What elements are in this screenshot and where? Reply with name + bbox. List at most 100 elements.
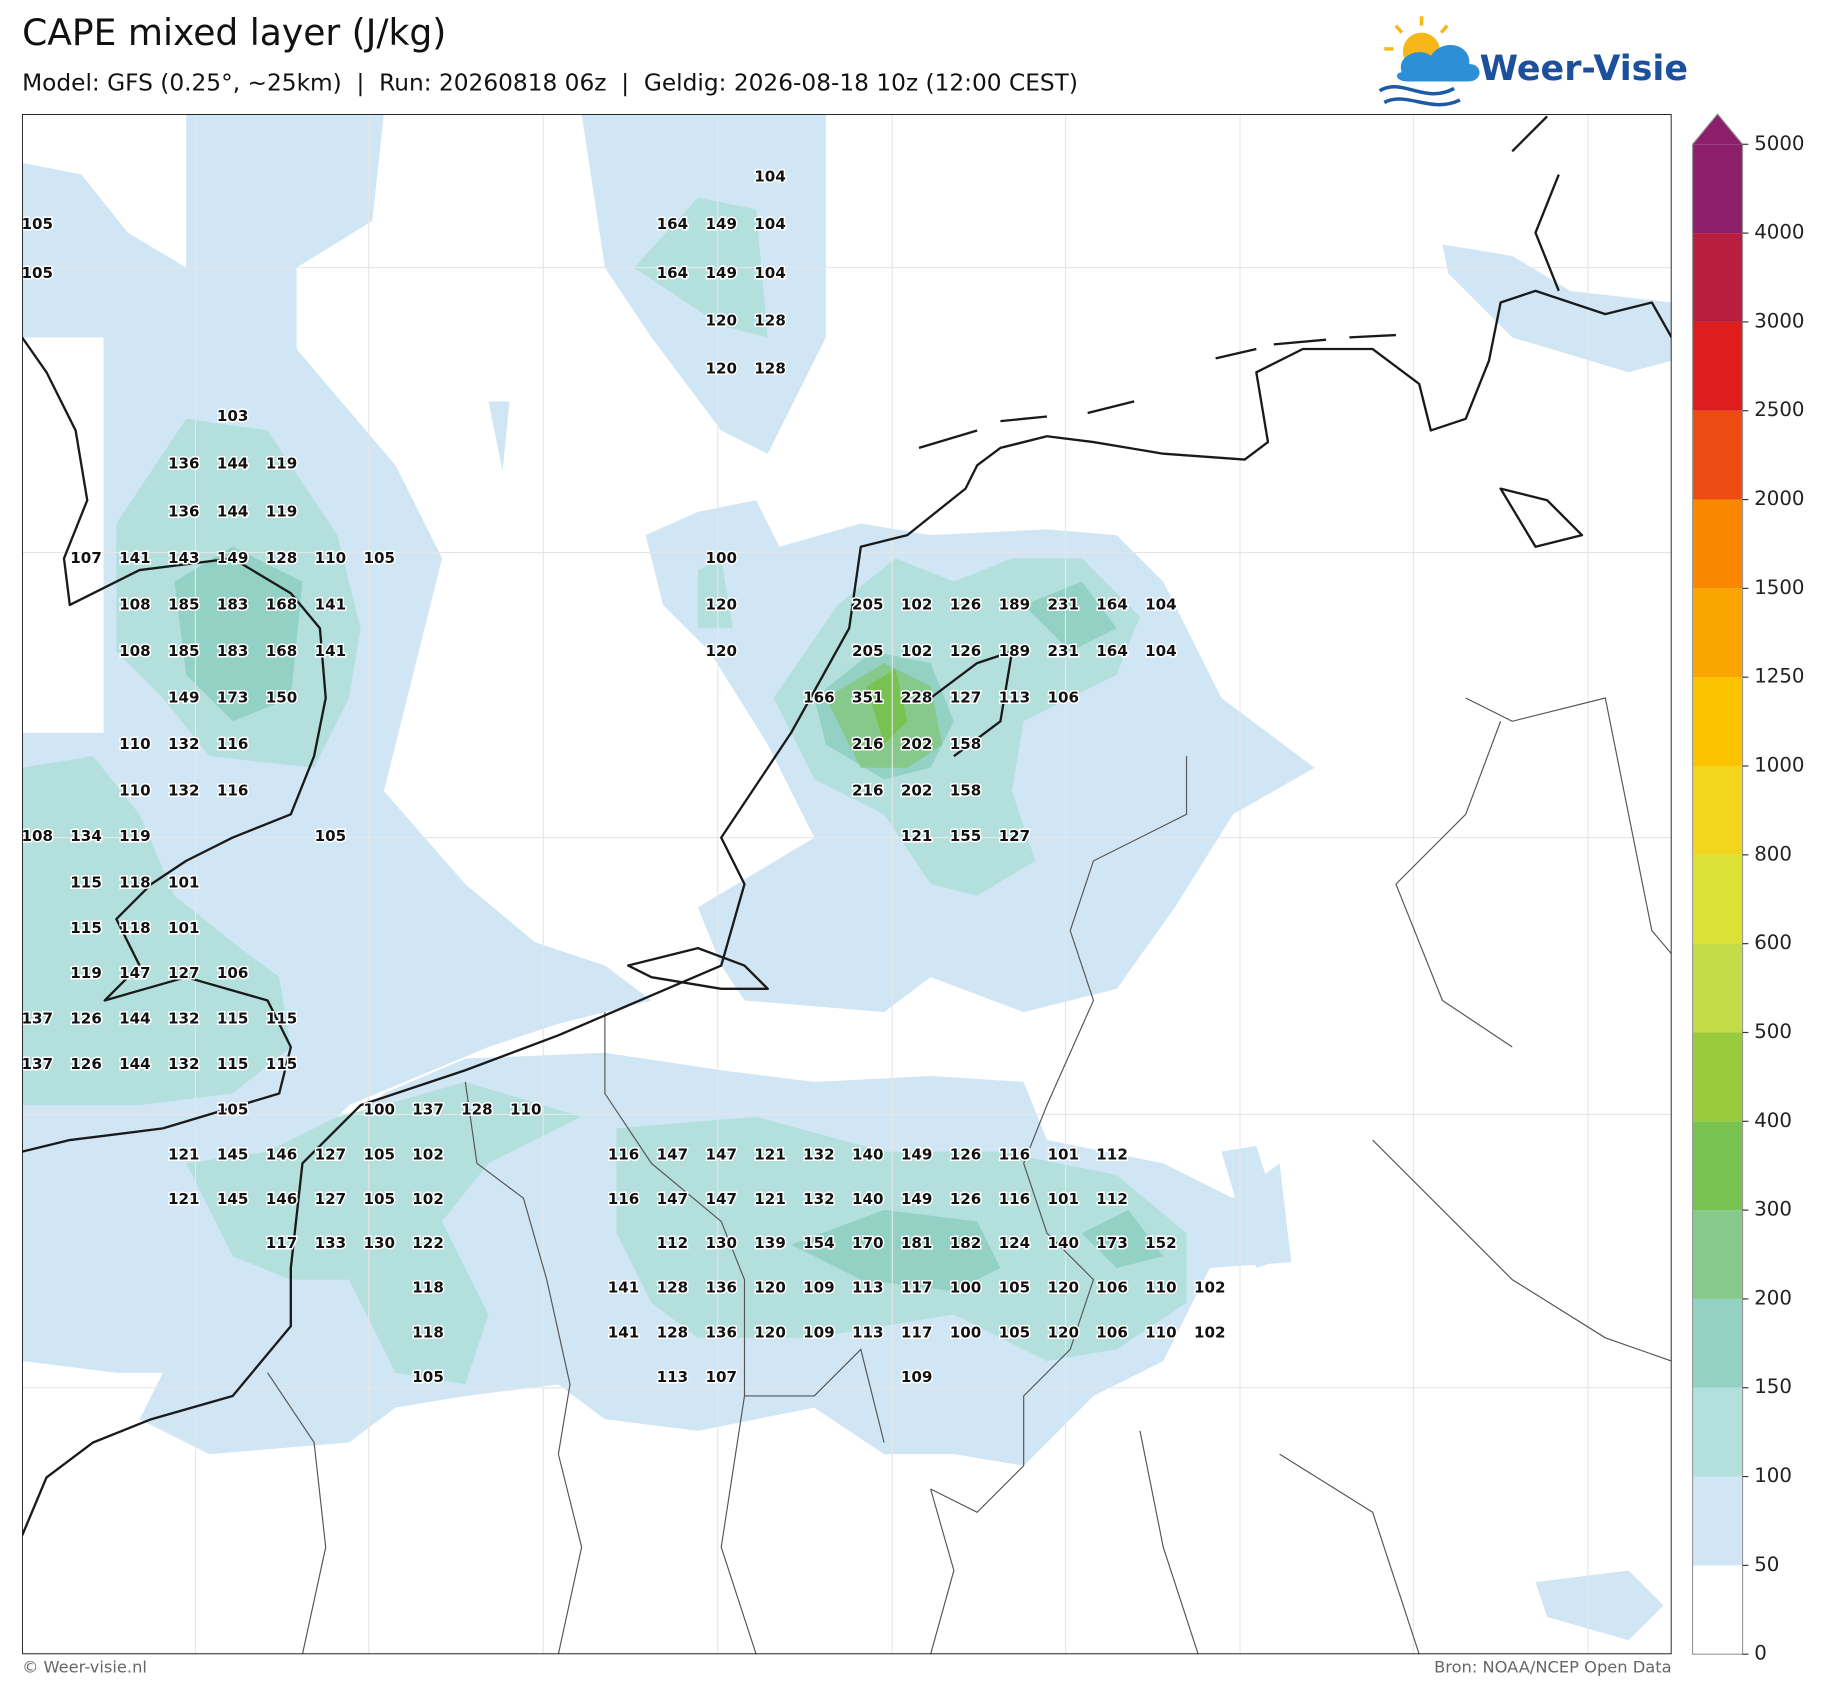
grid-value: 128: [754, 312, 786, 330]
grid-value: 102: [901, 642, 933, 660]
colorbar-label: 100: [1754, 1464, 1792, 1487]
grid-value: 132: [803, 1146, 835, 1164]
grid-value: 137: [412, 1100, 444, 1118]
grid-value: 128: [657, 1278, 689, 1296]
grid-value: 132: [168, 735, 200, 753]
grid-value: 102: [1194, 1324, 1226, 1342]
grid-value: 101: [1047, 1190, 1079, 1208]
grid-value: 121: [168, 1146, 200, 1164]
grid-value: 166: [803, 689, 835, 707]
grid-value: 100: [363, 1100, 395, 1118]
colorbar-band: [1692, 1565, 1743, 1655]
grid-value: 110: [1145, 1278, 1177, 1296]
grid-value: 117: [266, 1234, 298, 1252]
grid-value: 149: [705, 215, 737, 233]
colorbar-band: [1692, 410, 1743, 500]
grid-value: 110: [119, 735, 151, 753]
grid-value: 110: [1145, 1324, 1177, 1342]
grid-value: 154: [803, 1234, 835, 1252]
grid-value: 128: [754, 359, 786, 377]
grid-value: 141: [608, 1278, 640, 1296]
colorbar: 0 50 100 150 200 300 400 500 600 800 1000 1250 1500 2…: [1691, 113, 1805, 1665]
grid-value: 105: [412, 1368, 444, 1386]
grid-value: 126: [950, 1146, 982, 1164]
grid-value: 152: [1145, 1234, 1177, 1252]
colorbar-band: [1692, 233, 1743, 322]
footer-left: © Weer-visie.nl: [22, 1658, 147, 1677]
colorbar-label: 1000: [1754, 754, 1804, 777]
colorbar-label: 300: [1754, 1198, 1792, 1221]
grid-value: 164: [657, 264, 689, 282]
grid-value: 128: [657, 1324, 689, 1342]
grid-value: 127: [999, 827, 1031, 845]
grid-value: 104: [754, 264, 786, 282]
borders: [267, 697, 1672, 1655]
colorbar-label: 800: [1754, 842, 1792, 865]
grid-value: 106: [217, 964, 249, 982]
colorbar-label: 200: [1754, 1286, 1792, 1309]
grid-value: 137: [21, 1055, 53, 1073]
grid-value: 120: [754, 1324, 786, 1342]
grid-value: 164: [657, 215, 689, 233]
grid-value: 140: [852, 1146, 884, 1164]
grid-value: 164: [1096, 595, 1128, 613]
grid-value: 120: [705, 312, 737, 330]
grid-value: 183: [217, 642, 249, 660]
grid-value: 147: [705, 1190, 737, 1208]
grid-value: 110: [119, 782, 151, 800]
grid-value: 102: [412, 1190, 444, 1208]
graticule: [22, 114, 1672, 1655]
grid-value: 116: [608, 1146, 640, 1164]
grid-value: 105: [363, 1190, 395, 1208]
grid-value: 105: [21, 264, 53, 282]
grid-value: 112: [1096, 1190, 1128, 1208]
grid-value: 118: [119, 873, 151, 891]
grid-value: 116: [608, 1190, 640, 1208]
value-labels: 104 105 164 149 104 105 164 149 104 120 128 120 128 1…: [21, 166, 1227, 1387]
colorbar-label: 150: [1754, 1375, 1792, 1398]
grid-value: 120: [1047, 1278, 1079, 1296]
grid-value: 189: [999, 642, 1031, 660]
cape-300-400: [866, 668, 908, 745]
grid-value: 105: [363, 549, 395, 567]
grid-value: 216: [852, 782, 884, 800]
colorbar-band: [1692, 677, 1743, 767]
grid-value: 122: [412, 1234, 444, 1252]
colorbar-label: 3000: [1754, 309, 1804, 332]
colorbar-label: 2500: [1754, 398, 1804, 421]
grid-value: 105: [999, 1278, 1031, 1296]
grid-value: 106: [1096, 1324, 1128, 1342]
grid-value: 105: [217, 1100, 249, 1118]
colorbar-band: [1692, 144, 1743, 234]
grid-value: 127: [168, 964, 200, 982]
grid-value: 132: [168, 1055, 200, 1073]
grid-value: 133: [315, 1234, 347, 1252]
grid-value: 205: [852, 642, 884, 660]
colorbar-label: 400: [1754, 1109, 1792, 1132]
grid-value: 183: [217, 595, 249, 613]
grid-value: 136: [705, 1278, 737, 1296]
grid-value: 115: [217, 1055, 249, 1073]
grid-value: 103: [217, 407, 249, 425]
grid-value: 126: [950, 595, 982, 613]
grid-value: 173: [1096, 1234, 1128, 1252]
grid-value: 112: [1096, 1146, 1128, 1164]
grid-value: 105: [363, 1146, 395, 1164]
grid-value: 147: [705, 1146, 737, 1164]
grid-value: 150: [266, 689, 298, 707]
grid-value: 170: [852, 1234, 884, 1252]
grid-value: 149: [901, 1190, 933, 1208]
grid-value: 127: [950, 689, 982, 707]
grid-value: 100: [950, 1324, 982, 1342]
grid-value: 139: [754, 1234, 786, 1252]
grid-value: 109: [901, 1368, 933, 1386]
grid-value: 136: [168, 502, 200, 520]
grid-value: 130: [705, 1234, 737, 1252]
grid-value: 108: [21, 827, 53, 845]
grid-value: 128: [461, 1100, 493, 1118]
grid-value: 140: [1047, 1234, 1079, 1252]
grid-value: 149: [901, 1146, 933, 1164]
grid-value: 102: [412, 1146, 444, 1164]
grid-value: 116: [999, 1190, 1031, 1208]
grid-value: 181: [901, 1234, 933, 1252]
